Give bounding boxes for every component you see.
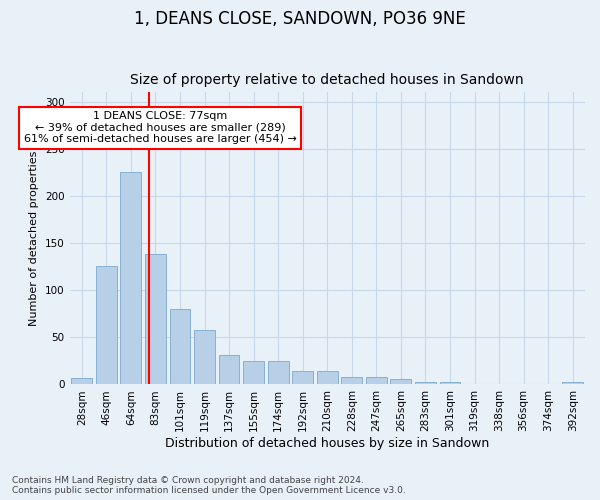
Bar	[317, 372, 338, 384]
Bar	[562, 382, 583, 384]
Bar	[268, 361, 289, 384]
Text: 1 DEANS CLOSE: 77sqm
← 39% of detached houses are smaller (289)
61% of semi-deta: 1 DEANS CLOSE: 77sqm ← 39% of detached h…	[24, 111, 297, 144]
Bar	[440, 382, 460, 384]
Bar	[194, 330, 215, 384]
Bar	[96, 266, 117, 384]
Bar	[391, 379, 412, 384]
Bar	[71, 378, 92, 384]
Bar	[121, 172, 142, 384]
Y-axis label: Number of detached properties: Number of detached properties	[29, 150, 40, 326]
Bar	[341, 377, 362, 384]
Bar	[415, 382, 436, 384]
Bar	[243, 361, 264, 384]
Bar	[145, 254, 166, 384]
Bar	[366, 377, 387, 384]
Bar	[292, 372, 313, 384]
Text: 1, DEANS CLOSE, SANDOWN, PO36 9NE: 1, DEANS CLOSE, SANDOWN, PO36 9NE	[134, 10, 466, 28]
Text: Contains HM Land Registry data © Crown copyright and database right 2024.
Contai: Contains HM Land Registry data © Crown c…	[12, 476, 406, 495]
Bar	[170, 309, 190, 384]
Bar	[218, 355, 239, 384]
Title: Size of property relative to detached houses in Sandown: Size of property relative to detached ho…	[130, 73, 524, 87]
X-axis label: Distribution of detached houses by size in Sandown: Distribution of detached houses by size …	[165, 437, 490, 450]
